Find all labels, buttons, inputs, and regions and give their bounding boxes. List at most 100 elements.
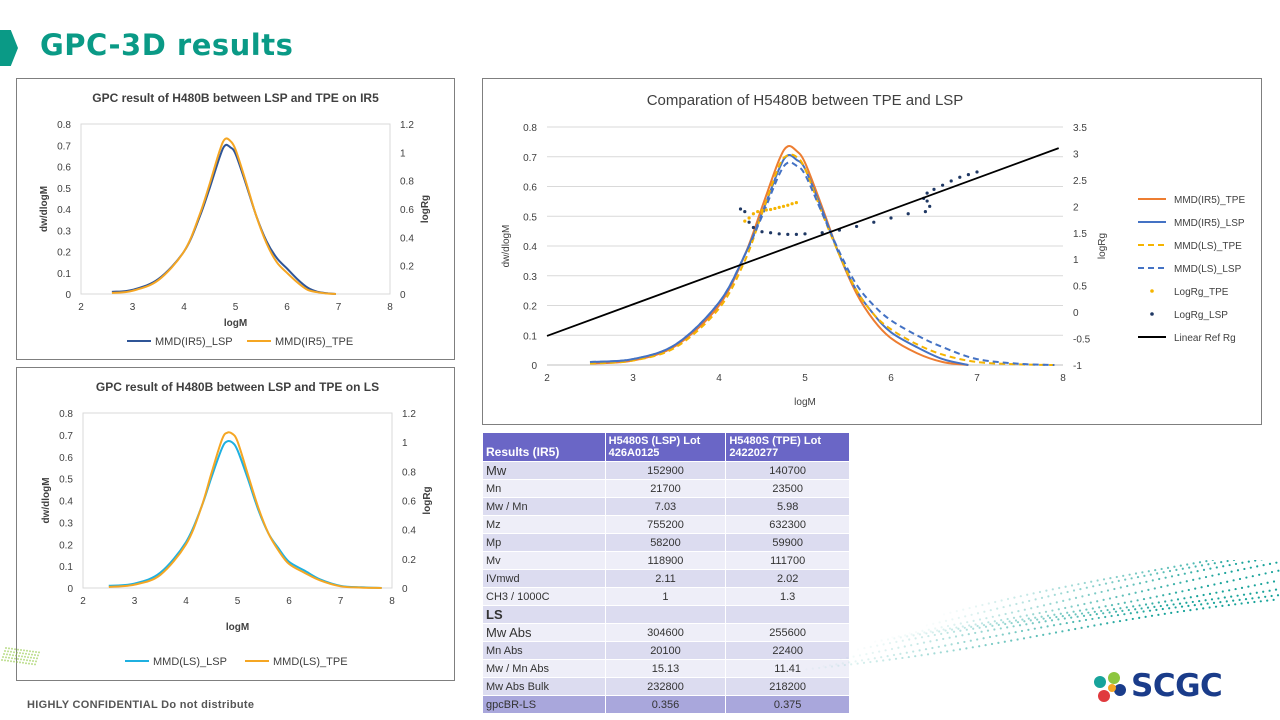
wave-dot <box>1138 616 1141 619</box>
wave-dot <box>1072 589 1076 592</box>
wave-dot <box>857 648 859 650</box>
wave-dot <box>1114 610 1118 613</box>
wave-dot <box>1223 596 1226 599</box>
wave-dot <box>836 647 838 649</box>
y2-tick-label: 1 <box>400 148 406 159</box>
wave-dot <box>1019 595 1022 598</box>
legend-label: LogRg_LSP <box>1174 310 1228 321</box>
wave-dot <box>939 651 942 654</box>
wave-dot <box>1085 586 1088 589</box>
wave-dot <box>846 656 849 660</box>
wave-dot <box>1175 568 1178 571</box>
wave-dot <box>841 638 843 640</box>
y-tick-label: 0.2 <box>523 302 537 313</box>
wave-dot <box>946 631 949 634</box>
wave-dot <box>1064 606 1067 610</box>
wave-dot <box>1217 573 1220 576</box>
wave-dot <box>850 663 853 666</box>
wave-dot <box>824 666 827 669</box>
wave-dot <box>1209 567 1212 570</box>
wave-dot <box>1183 597 1186 600</box>
y-tick-label: 0.6 <box>57 163 71 174</box>
wave-dot <box>1185 601 1188 604</box>
wave-dot <box>868 637 870 639</box>
results-cell-label: Mw / Mn <box>482 497 606 516</box>
wave-dot <box>1183 572 1186 575</box>
wave-dot <box>1253 584 1256 587</box>
wave-dot <box>935 639 938 642</box>
y-axis-label: dw/dlogM <box>39 186 50 232</box>
wave-dot <box>1006 626 1009 629</box>
wave-dot <box>1270 594 1273 598</box>
wave-dot <box>1266 581 1269 584</box>
wave-dot <box>1164 600 1167 603</box>
results-cell-tpe: 632300 <box>725 515 850 534</box>
wave-dot <box>13 660 15 663</box>
wave-dot <box>894 657 898 660</box>
results-header-label: Results (IR5) <box>482 432 606 462</box>
wave-dot <box>1157 613 1160 616</box>
results-row: Mn 21700 23500 <box>482 479 850 498</box>
wave-dot <box>926 624 928 626</box>
wave-dot <box>1059 612 1062 615</box>
wave-dot <box>803 668 805 670</box>
wave-dot <box>32 650 34 653</box>
x-tick-label: 6 <box>286 596 292 607</box>
y2-tick-label: 1 <box>1073 255 1079 266</box>
wave-dot <box>1136 611 1139 614</box>
chart-ls: GPC result of H480B between LSP and TPE … <box>41 380 433 668</box>
wave-dot <box>8 647 10 650</box>
wave-dot <box>1118 619 1122 623</box>
wave-dot <box>987 621 990 624</box>
x-tick-label: 7 <box>338 596 344 607</box>
wave-dot <box>819 647 821 649</box>
x-tick-label: 7 <box>336 302 342 313</box>
wave-dot <box>999 627 1002 630</box>
results-cell-label: Mw Abs Bulk <box>482 677 606 696</box>
wave-dot <box>871 651 874 654</box>
wave-dot <box>36 657 38 660</box>
data-point <box>820 231 824 235</box>
wave-dot <box>34 663 36 666</box>
chart-title: GPC result of H480B between LSP and TPE … <box>92 91 379 105</box>
wave-dot <box>1123 613 1126 616</box>
wave-dot <box>1260 560 1263 561</box>
wave-dot <box>1215 566 1218 569</box>
wave-dot <box>1212 601 1216 604</box>
wave-dot <box>1061 630 1064 633</box>
wave-dot <box>995 622 998 625</box>
results-row: Mw Abs 304600 255600 <box>482 623 850 642</box>
wave-dot <box>1213 562 1216 565</box>
x-tick-label: 3 <box>630 373 636 384</box>
wave-dot <box>1240 586 1244 589</box>
chart-panel-ls: GPC result of H480B between LSP and TPE … <box>16 367 455 681</box>
data-point <box>769 207 773 212</box>
wave-dot <box>27 656 29 659</box>
wave-dot <box>1020 629 1024 633</box>
wave-dot <box>921 629 924 632</box>
wave-dot <box>907 629 909 631</box>
wave-dot <box>962 608 965 611</box>
wave-dot <box>1275 561 1278 564</box>
wave-dot <box>805 668 807 670</box>
data-point <box>794 201 798 205</box>
wave-dot <box>964 615 967 618</box>
results-row: Mz 755200 632300 <box>482 515 850 534</box>
wave-dot <box>1188 566 1191 569</box>
wave-dot <box>900 630 902 632</box>
wave-dot <box>970 625 973 628</box>
wave-dot <box>1098 606 1101 609</box>
wave-dot <box>875 635 877 637</box>
data-point <box>794 232 798 236</box>
wave-dot <box>851 650 853 652</box>
wave-dot <box>954 635 958 638</box>
wave-dot <box>1134 591 1137 594</box>
wave-dot <box>1222 565 1225 568</box>
wave-dot <box>1264 572 1267 575</box>
wave-dot <box>950 628 954 631</box>
wave-dot <box>972 627 975 630</box>
results-cell-lsp: 755200 <box>604 515 727 534</box>
wave-dot <box>1021 601 1024 604</box>
y2-axis-label: logRg <box>422 486 433 514</box>
y2-tick-label: 0 <box>400 290 406 301</box>
